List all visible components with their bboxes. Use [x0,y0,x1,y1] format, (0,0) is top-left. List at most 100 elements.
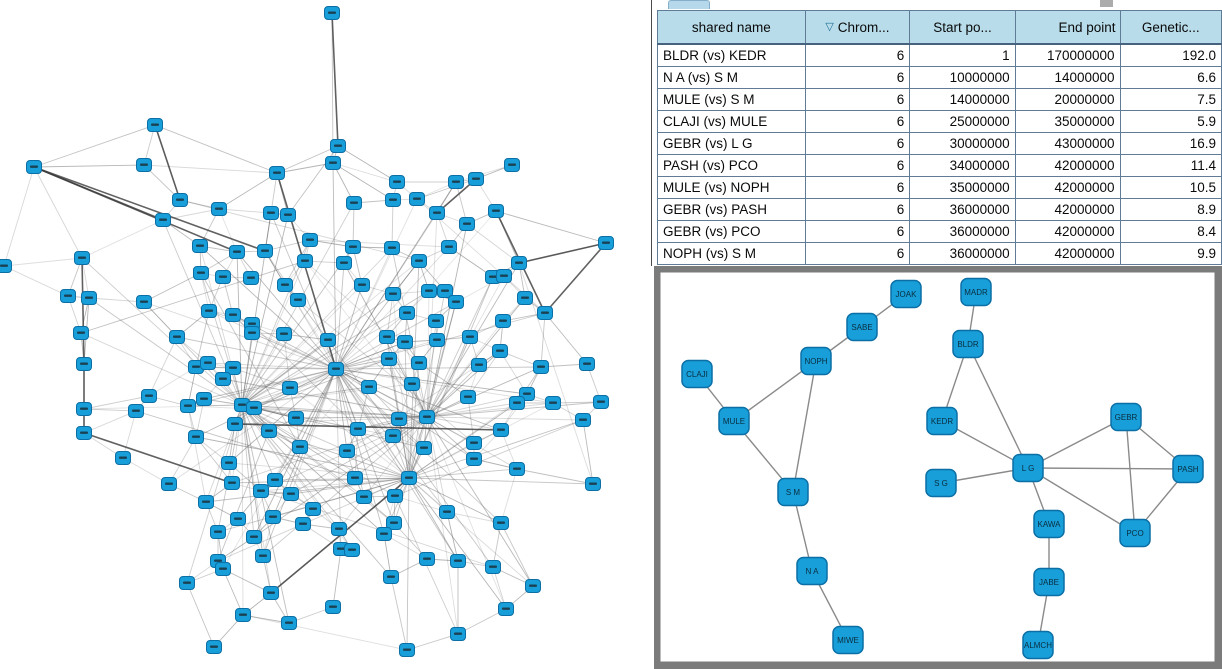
table-cell[interactable]: 6 [804,88,911,111]
graph-edge[interactable] [262,368,337,557]
graph-edge[interactable] [148,336,178,397]
column-header-start-po[interactable]: Start po... [909,10,1016,45]
table-cell[interactable]: 20000000 [1014,88,1121,111]
table-row[interactable]: BLDR (vs) KEDR 6 1 170000000 192.0 [657,43,1222,67]
graph-edge[interactable] [335,284,363,370]
table-cell[interactable]: 1 [909,43,1016,67]
table-cell[interactable]: 14000000 [909,88,1016,111]
graph-edge[interactable] [418,362,469,398]
column-header-end-point[interactable]: End point [1014,10,1121,45]
graph-edge[interactable] [83,404,243,410]
table-cell[interactable]: 10000000 [909,66,1016,89]
graph-edge[interactable] [426,276,494,418]
graph-edge[interactable] [446,511,459,562]
graph-edge[interactable] [241,341,406,406]
graph-edge[interactable] [253,358,390,409]
graph-edge[interactable] [241,404,276,481]
graph-edge[interactable] [331,12,339,147]
table-cell[interactable]: 30000000 [909,132,1016,155]
graph-edge[interactable] [195,436,233,484]
table-cell[interactable]: 42000000 [1014,242,1121,265]
table-cell[interactable]: 25000000 [909,110,1016,133]
graph-edge[interactable] [391,199,394,249]
graph-node-jabe[interactable] [1033,567,1065,597]
graph-edge[interactable] [446,511,502,524]
table-cell[interactable]: 8.4 [1119,220,1222,243]
graph-edge[interactable] [199,245,337,370]
graph-edge[interactable] [335,275,505,370]
graph-edge[interactable] [335,246,450,370]
graph-edge[interactable] [416,178,477,200]
graph-edge[interactable] [228,368,337,464]
graph-edge[interactable] [242,614,408,651]
table-cell[interactable]: 42000000 [1014,198,1121,221]
graph-edge[interactable] [455,164,513,183]
graph-edge[interactable] [335,366,542,370]
graph-edge[interactable] [222,368,337,570]
table-tab-scrap[interactable] [668,0,710,9]
graph-edge[interactable] [241,386,370,406]
graph-edge[interactable] [426,416,507,610]
graph-edge[interactable] [408,477,459,562]
graph-edge[interactable] [426,290,430,418]
graph-edge[interactable] [335,368,475,444]
graph-edge[interactable] [33,166,266,252]
graph-edge[interactable] [426,416,534,587]
graph-edge[interactable] [544,242,607,314]
graph-edge[interactable] [143,164,278,174]
graph-node-sm[interactable] [777,477,809,507]
graph-node-almch[interactable] [1022,630,1054,660]
graph-edge[interactable] [408,468,518,479]
graph-edge[interactable] [274,368,337,481]
graph-edge[interactable] [335,358,390,370]
table-cell[interactable]: MULE (vs) NOPH [657,176,806,199]
table-cell[interactable]: 6 [804,220,911,243]
graph-edge[interactable] [83,408,137,412]
table-cell[interactable]: 35000000 [1014,110,1121,133]
graph-edge[interactable] [406,477,410,651]
graph-edge[interactable] [309,239,450,248]
graph-edge[interactable] [304,260,428,418]
graph-edge[interactable] [241,404,340,530]
graph-edge[interactable] [352,202,355,248]
table-cell[interactable]: 6 [804,66,911,89]
graph-edge-noph-sm[interactable] [792,360,817,493]
graph-edge[interactable] [290,368,337,495]
table-row[interactable]: CLAJI (vs) MULE 6 25000000 35000000 5.9 [657,110,1222,133]
graph-edge[interactable] [168,368,337,485]
graph-edge[interactable] [241,239,311,406]
graph-edge[interactable] [392,293,410,479]
graph-edge[interactable] [186,404,243,584]
graph-node-mule[interactable] [718,406,750,436]
graph-edge[interactable] [241,290,430,406]
graph-edge[interactable] [3,265,69,297]
table-cell[interactable]: 6 [804,154,911,177]
graph-edge[interactable] [500,522,534,587]
column-header-genetic[interactable]: Genetic... [1119,10,1222,45]
graph-edge[interactable] [200,272,243,406]
graph-edge[interactable] [228,462,410,479]
graph-edge[interactable] [338,416,428,530]
graph-edge[interactable] [222,568,272,594]
graph-edge[interactable] [218,208,272,214]
table-cell[interactable]: 6 [804,43,911,67]
graph-edge[interactable] [332,162,394,201]
table-row[interactable]: MULE (vs) S M 6 14000000 20000000 7.5 [657,88,1222,111]
graph-edge-gebr-pco[interactable] [1125,416,1136,534]
graph-edge[interactable] [234,423,502,431]
graph-edge[interactable] [88,297,243,406]
graph-edge[interactable] [283,333,291,389]
graph-edge[interactable] [241,404,400,420]
graph-node-noph[interactable] [800,346,832,376]
graph-node-kawa[interactable] [1033,509,1065,539]
table-cell[interactable]: 7.5 [1119,88,1222,111]
graph-edge[interactable] [222,568,244,616]
graph-edge[interactable] [3,257,83,267]
graph-edge[interactable] [544,312,588,365]
graph-edge[interactable] [241,284,363,406]
table-cell[interactable]: N A (vs) S M [657,66,806,89]
graph-edge[interactable] [426,416,475,460]
table-cell[interactable]: 43000000 [1014,132,1121,155]
graph-edge[interactable] [187,405,207,503]
table-cell[interactable]: 42000000 [1014,154,1121,177]
